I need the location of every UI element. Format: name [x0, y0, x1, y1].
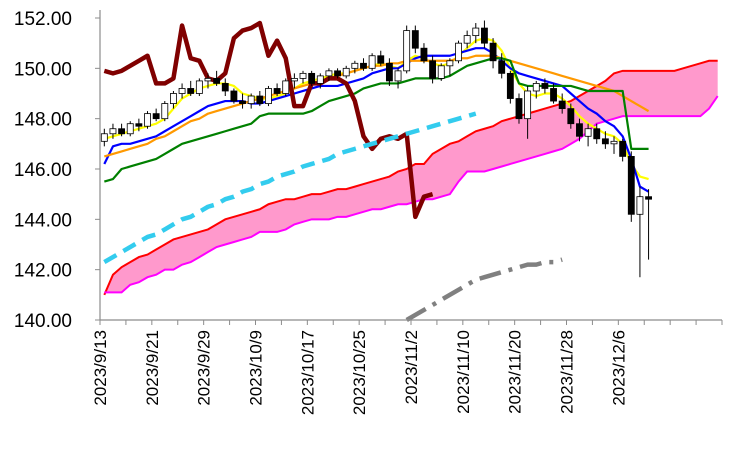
- line-green: [104, 57, 649, 183]
- candle-body: [446, 60, 454, 67]
- candle-body: [256, 95, 264, 104]
- candle-body: [394, 70, 402, 82]
- candle-body: [601, 138, 609, 145]
- line-orange: [104, 54, 650, 158]
- candle-body: [610, 140, 618, 145]
- candle-body: [619, 140, 627, 157]
- candle-body: [342, 67, 350, 77]
- candle-body: [230, 90, 238, 102]
- axes: 140.00 142.00 144.00 146.00 148.00 150.00 152.…: [14, 9, 723, 415]
- y-tick-label: 142.00: [14, 261, 72, 282]
- x-tick-label: 2023/11/2: [402, 330, 421, 404]
- candle-body: [161, 103, 169, 120]
- candle-body: [204, 78, 212, 82]
- candle-body: [627, 156, 635, 215]
- candle-body: [437, 65, 445, 79]
- candle-body: [100, 133, 108, 142]
- candle-body: [195, 80, 203, 94]
- candle-body: [567, 108, 575, 125]
- candle-body: [221, 83, 229, 92]
- y-tick-label: 150.00: [14, 59, 72, 80]
- candle-body: [506, 72, 514, 99]
- candle-body: [558, 100, 566, 110]
- x-tick-label: 2023/10/25: [350, 330, 369, 415]
- y-tick-label: 140.00: [14, 311, 72, 332]
- candle-body: [498, 60, 506, 74]
- candle-body: [247, 95, 255, 104]
- candle-body: [239, 100, 246, 104]
- x-tick-label: 2023/11/28: [558, 330, 577, 414]
- candle-body: [541, 83, 549, 89]
- candle-body: [316, 75, 324, 84]
- candle-body: [550, 88, 557, 102]
- x-tick-label: 2023/11/10: [454, 330, 473, 414]
- leading-span-b: [104, 95, 719, 294]
- y-tick-label: 148.00: [14, 110, 72, 131]
- y-tick-label: 152.00: [14, 9, 72, 30]
- x-tick-label: 2023/12/6: [609, 330, 628, 406]
- candle-body: [282, 80, 290, 94]
- line-gray-trend: [405, 257, 563, 322]
- candle-body: [420, 47, 428, 62]
- candle-body: [265, 88, 272, 104]
- x-tick-label: 2023/10/17: [298, 330, 317, 415]
- candle-body: [472, 27, 480, 37]
- candle-body: [170, 93, 177, 104]
- candle-body: [645, 196, 652, 200]
- candle-body: [118, 128, 126, 135]
- candle-body: [489, 42, 497, 62]
- y-tick-label: 144.00: [14, 210, 72, 231]
- candle-body: [351, 62, 359, 69]
- candle-body: [481, 27, 488, 44]
- candle-body: [187, 88, 195, 94]
- candle-body: [455, 42, 462, 62]
- candle-body: [334, 70, 341, 77]
- candle-body: [576, 123, 583, 137]
- candle-body: [377, 55, 385, 64]
- line-cyan-trend: [103, 111, 477, 265]
- candle-body: [385, 62, 393, 82]
- candle-body: [290, 78, 298, 82]
- candlesticks: [100, 20, 652, 278]
- candle-body: [126, 123, 134, 135]
- x-tick-label: 2023/9/29: [195, 330, 214, 406]
- candle-body: [135, 123, 143, 127]
- candle-body: [463, 35, 471, 44]
- candle-body: [524, 90, 532, 120]
- x-tick-label: 2023/11/20: [506, 330, 525, 414]
- x-tick-label: 2023/10/9: [247, 330, 266, 406]
- candle-body: [144, 113, 151, 127]
- x-tick-label: 2023/9/13: [91, 330, 110, 406]
- candle-body: [308, 72, 316, 84]
- candle-body: [325, 70, 333, 77]
- candle-body: [213, 78, 221, 84]
- candle-body: [360, 62, 367, 69]
- candle-body: [368, 55, 376, 69]
- candle-body: [109, 128, 117, 135]
- candle-body: [403, 30, 411, 72]
- x-tick-label: 2023/9/21: [143, 330, 162, 406]
- candle-body: [593, 128, 601, 140]
- line-lagging-span: [103, 20, 434, 220]
- candle-body: [299, 72, 307, 79]
- line-yellow: [104, 37, 649, 181]
- candle-body: [273, 88, 281, 94]
- candle-body: [584, 128, 592, 137]
- candle-body: [515, 98, 523, 120]
- y-tick-label: 146.00: [14, 160, 72, 181]
- candle-body: [411, 30, 419, 49]
- candle-body: [152, 113, 160, 120]
- candle-body: [636, 196, 644, 215]
- indicator-lines: [103, 20, 650, 322]
- candle-body: [178, 88, 186, 94]
- candle-body: [429, 60, 437, 79]
- candle-body: [532, 83, 540, 92]
- line-blue: [103, 47, 650, 193]
